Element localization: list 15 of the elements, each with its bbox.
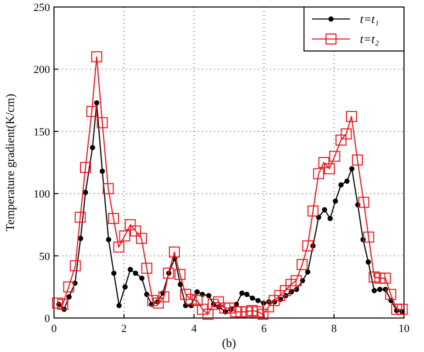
y-tick-label: 100 — [34, 188, 50, 201]
legend-label: t=t₁ — [360, 12, 379, 26]
y-tick-label: 250 — [34, 2, 50, 14]
y-tick-label: 150 — [34, 126, 50, 138]
x-tick-label: 8 — [331, 323, 338, 335]
x-axis-title: (b) — [222, 336, 236, 350]
legend-label: t=t₂ — [360, 32, 379, 46]
x-tick-label: 6 — [261, 323, 268, 335]
y-tick-label: 0 — [44, 313, 50, 325]
x-tick-label: 4 — [191, 323, 198, 335]
x-tick-label: 10 — [398, 323, 410, 335]
y-tick-label: 200 — [34, 64, 50, 76]
y-tick-label: 50 — [39, 250, 50, 263]
y-axis-title: Temperature gradient(K/cm) — [3, 94, 17, 232]
x-tick-label: 2 — [121, 323, 127, 335]
